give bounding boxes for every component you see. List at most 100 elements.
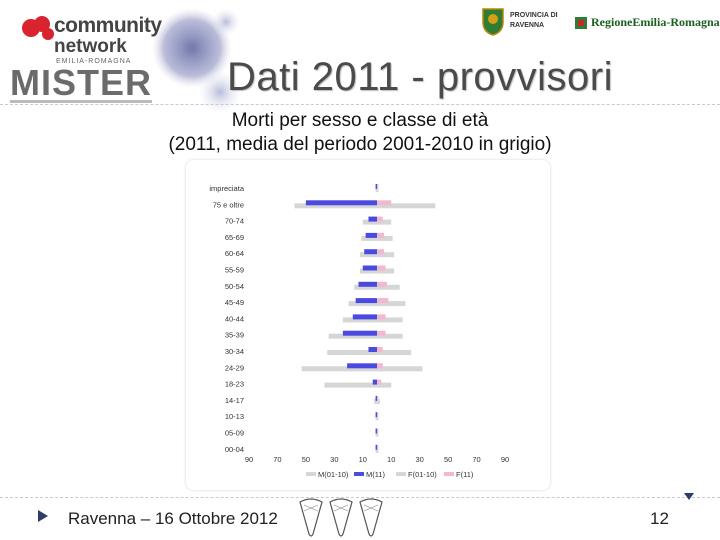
category-label: 55-59: [225, 266, 244, 275]
category-label: 40-44: [225, 314, 244, 323]
bar-m-01-10: [294, 203, 377, 209]
bar-m-11: [352, 314, 377, 320]
bar-f-01-10: [377, 447, 379, 453]
previous-slide-icon[interactable]: [36, 508, 50, 524]
bar-m-01-10: [342, 317, 377, 323]
category-label: 70-74: [225, 217, 244, 226]
decorative-emblems-icon: [299, 498, 383, 537]
bar-m-01-10: [324, 382, 377, 388]
x-tick-label: 90: [245, 455, 253, 464]
x-tick-label: 50: [444, 455, 452, 464]
bar-m-11: [375, 412, 377, 418]
bar-m-01-10: [375, 447, 377, 453]
category-label: 35-39: [225, 331, 244, 340]
provincia-ravenna-logo: PROVINCIA DI RAVENNA: [480, 6, 570, 38]
bar-f-01-10: [377, 366, 423, 372]
bar-m-11: [368, 216, 377, 222]
bar-f-01-10: [377, 219, 392, 225]
category-label: 00-04: [225, 445, 244, 454]
legend-swatch: [396, 472, 406, 476]
bar-f-11: [377, 200, 392, 206]
bar-m-01-10: [375, 431, 377, 437]
bar-m-01-10: [375, 187, 377, 192]
bar-f-01-10: [377, 268, 395, 274]
mister-wordmark: MISTER: [10, 62, 153, 103]
bar-f-01-10: [377, 284, 400, 290]
bar-m-11: [375, 444, 377, 450]
x-tick-label: 10: [387, 455, 395, 464]
population-pyramid-chart: impreciata 75 e oltre 70-74 65-69 60-64 55-59…: [209, 184, 509, 479]
community-line1: community: [54, 14, 162, 37]
bar-f-01-10: [377, 415, 379, 421]
bar-f-01-10: [377, 203, 436, 209]
bar-m-01-10: [359, 252, 377, 258]
bar-f-01-10: [377, 431, 379, 437]
bar-f-11: [377, 249, 385, 255]
bar-m-01-10: [327, 350, 377, 355]
bar-f-11: [377, 265, 386, 271]
legend-swatch: [444, 472, 454, 476]
footer-text: Ravenna – 16 Ottobre 2012: [68, 509, 278, 528]
bar-m-01-10: [362, 219, 377, 225]
community-network-logo: community network EMILIA-ROMAGNA: [20, 10, 162, 72]
coat-of-arms-icon: [482, 8, 504, 36]
bar-m-11: [375, 428, 377, 434]
x-tick-label: 70: [273, 455, 281, 464]
bar-m-01-10: [328, 333, 377, 339]
category-label: 75 e oltre: [213, 200, 244, 209]
bar-f-01-10: [377, 398, 380, 404]
bar-m-01-10: [348, 301, 377, 307]
bar-f-11: [377, 314, 386, 320]
bar-f-01-10: [377, 235, 393, 241]
bar-m-11: [342, 330, 377, 336]
category-label: 30-34: [225, 347, 244, 356]
bar-m-11: [364, 249, 377, 255]
bar-f-11: [377, 298, 389, 304]
bar-f-01-10: [377, 252, 395, 258]
community-network-icon: [22, 16, 54, 40]
bar-m-11: [362, 265, 377, 271]
header-divider: [0, 104, 720, 105]
bar-f-01-10: [377, 317, 403, 323]
bar-m-01-10: [375, 415, 377, 421]
bar-m-01-10: [301, 366, 377, 372]
bar-f-11: [377, 395, 379, 401]
bar-m-11: [358, 281, 377, 287]
legend-label: M(11): [366, 470, 386, 479]
category-label: 05-09: [225, 429, 244, 438]
next-slide-icon[interactable]: [683, 490, 695, 502]
bar-f-11: [377, 412, 379, 418]
chart-panel: impreciata 75 e oltre 70-74 65-69 60-64 55-59…: [186, 160, 550, 490]
x-tick-label: 30: [415, 455, 423, 464]
legend-label: F(01-10): [408, 470, 437, 479]
x-tick-label: 90: [501, 455, 509, 464]
provincia-line2: RAVENNA: [510, 22, 545, 29]
slide-title: Dati 2011 - provvisori: [227, 55, 613, 99]
legend-label: F(11): [456, 470, 474, 479]
bar-m-01-10: [359, 268, 377, 274]
regione-emblem-icon: [575, 17, 587, 29]
bar-f-01-10: [377, 382, 392, 388]
bar-f-11: [377, 444, 379, 450]
bar-f-01-10: [377, 333, 403, 339]
bar-m-11: [375, 184, 377, 189]
community-line2: network: [54, 36, 127, 57]
bar-m-11: [375, 395, 377, 401]
bar-m-11: [372, 379, 377, 385]
bar-m-11: [368, 347, 377, 352]
decorative-circles: [152, 8, 242, 114]
bar-m-01-10: [374, 398, 377, 404]
regione-text: RegioneEmilia-Romagna: [591, 15, 720, 29]
bar-f-11: [377, 184, 379, 189]
bar-m-11: [305, 200, 377, 206]
bar-f-01-10: [377, 187, 379, 192]
legend-swatch: [306, 472, 316, 476]
category-label: 14-17: [225, 396, 244, 405]
bar-m-01-10: [361, 235, 377, 241]
bar-m-11: [347, 363, 377, 369]
community-line3: EMILIA-ROMAGNA: [56, 58, 132, 65]
category-label: 18-23: [225, 380, 244, 389]
bar-f-01-10: [377, 301, 406, 307]
bar-f-11: [377, 428, 379, 434]
category-label: 45-49: [225, 298, 244, 307]
